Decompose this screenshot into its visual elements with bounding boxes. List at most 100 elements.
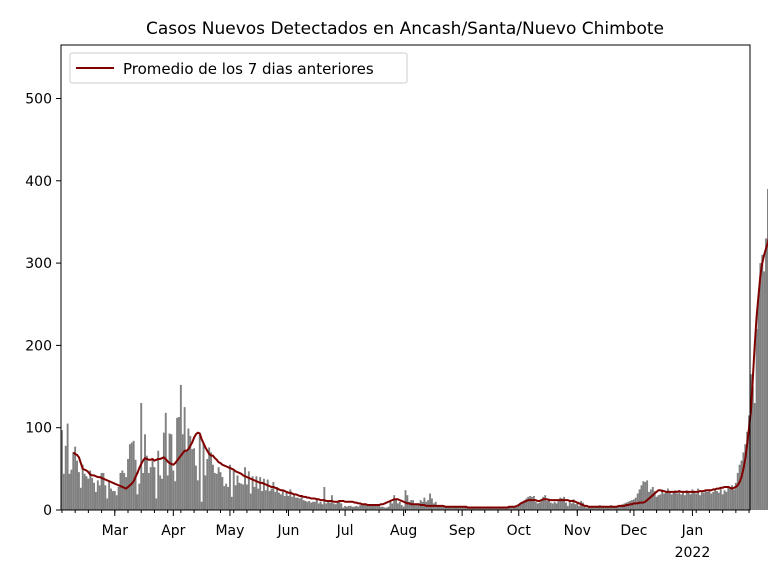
bar — [763, 271, 766, 510]
bar — [413, 503, 416, 510]
bar — [210, 452, 213, 510]
bar — [132, 440, 135, 510]
bar — [183, 407, 186, 510]
bar — [185, 449, 188, 510]
bar — [147, 472, 150, 510]
bar — [517, 505, 520, 510]
bar — [687, 492, 690, 510]
bar — [374, 505, 377, 510]
bar — [691, 489, 694, 510]
bar — [353, 506, 356, 510]
bar — [349, 505, 352, 510]
bar — [423, 497, 426, 510]
bar — [151, 458, 154, 510]
bar — [402, 506, 405, 510]
bar — [221, 477, 224, 510]
bar — [717, 492, 720, 510]
bar — [178, 417, 180, 510]
bar — [128, 444, 131, 510]
bar — [230, 496, 233, 510]
bar — [570, 503, 573, 510]
bar — [642, 481, 645, 510]
bar — [223, 486, 226, 510]
bar — [227, 486, 230, 510]
bar — [404, 490, 407, 510]
bar — [259, 477, 262, 510]
bar — [385, 507, 388, 510]
bar — [364, 505, 367, 510]
bar — [159, 475, 162, 510]
bar — [140, 403, 143, 510]
bar — [655, 496, 658, 510]
bar — [740, 460, 743, 510]
bar — [663, 493, 666, 510]
bar — [659, 494, 662, 510]
bar — [174, 481, 177, 510]
bar — [759, 263, 762, 510]
bar — [302, 500, 305, 510]
bar — [436, 505, 439, 510]
bar — [736, 472, 739, 510]
bar — [138, 483, 141, 510]
bar — [461, 506, 464, 510]
bar — [657, 495, 660, 510]
bar — [523, 500, 526, 510]
x-tick-label: Jun — [277, 523, 300, 539]
bar — [459, 506, 462, 510]
bar — [249, 493, 252, 510]
legend-frame — [69, 52, 408, 84]
bar — [64, 445, 67, 510]
bar — [540, 499, 543, 510]
bar — [261, 491, 263, 510]
bar — [213, 472, 216, 510]
bar — [651, 486, 654, 510]
bar — [615, 506, 618, 510]
bar — [285, 491, 288, 510]
bar — [595, 505, 598, 510]
bar — [76, 460, 78, 510]
bar — [98, 485, 101, 510]
bar — [478, 507, 481, 510]
bar — [551, 503, 554, 510]
bar — [119, 472, 122, 510]
bar — [298, 498, 301, 510]
bar — [242, 484, 245, 510]
bar — [387, 506, 390, 510]
bar — [519, 503, 522, 510]
x-tick-label: Aug — [390, 523, 417, 539]
bar — [161, 478, 163, 510]
bar — [300, 495, 303, 510]
line-layer — [72, 237, 768, 509]
bar — [195, 465, 197, 510]
bar — [145, 455, 148, 510]
bar — [202, 442, 205, 510]
bar — [304, 500, 307, 510]
bar — [632, 499, 635, 510]
bar — [621, 504, 624, 510]
bar — [536, 503, 539, 510]
bar — [527, 496, 530, 510]
bar — [727, 486, 730, 510]
bar — [170, 434, 173, 510]
bar — [219, 472, 222, 510]
bar — [189, 435, 192, 510]
bar — [591, 505, 594, 510]
bar — [378, 505, 381, 510]
bar — [682, 491, 684, 510]
bar — [123, 472, 126, 510]
bar — [323, 486, 326, 510]
bar — [332, 503, 335, 510]
bar — [480, 507, 482, 510]
bar — [113, 491, 116, 510]
bar — [557, 500, 560, 510]
bar — [700, 491, 703, 510]
bar — [240, 483, 243, 510]
bar — [515, 506, 518, 510]
bar — [668, 491, 671, 510]
bar — [672, 492, 675, 510]
bar — [208, 447, 211, 510]
bar — [716, 491, 718, 510]
bar — [576, 503, 579, 510]
bar — [629, 500, 632, 510]
